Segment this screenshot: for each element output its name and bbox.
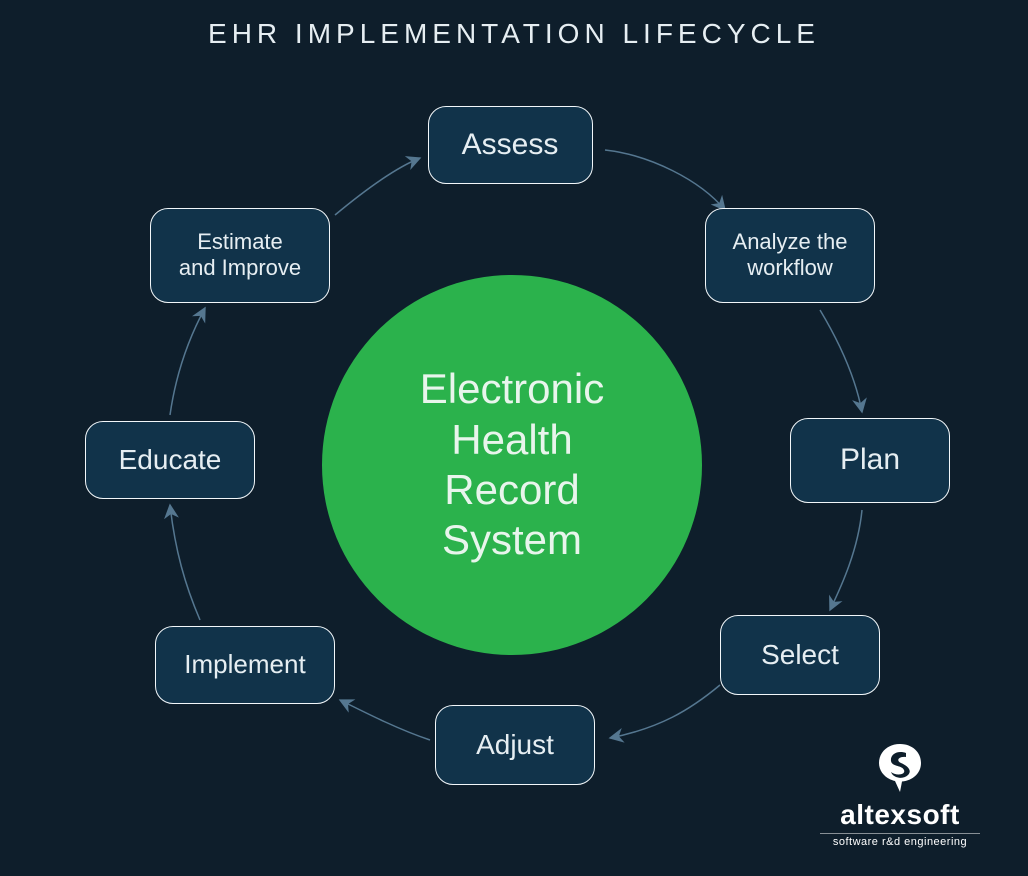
arrow-assess-analyze: [605, 150, 725, 210]
diagram-stage: EHR IMPLEMENTATION LIFECYCLE Electronic …: [0, 0, 1028, 876]
node-estimate: Estimate and Improve: [150, 208, 330, 303]
brand-logo: altexsoft software r&d engineering: [820, 742, 980, 848]
node-adjust: Adjust: [435, 705, 595, 785]
arrow-adjust-implement: [340, 700, 430, 740]
node-plan: Plan: [790, 418, 950, 503]
logo-name: altexsoft: [820, 799, 980, 831]
logo-bubble-icon: [876, 742, 924, 794]
node-educate: Educate: [85, 421, 255, 499]
node-implement: Implement: [155, 626, 335, 704]
arrow-educate-estimate: [170, 308, 205, 415]
node-analyze: Analyze the workflow: [705, 208, 875, 303]
page-title: EHR IMPLEMENTATION LIFECYCLE: [0, 18, 1028, 50]
center-text: Electronic Health Record System: [420, 364, 604, 566]
arrow-implement-educate: [170, 505, 200, 620]
logo-tagline: software r&d engineering: [820, 833, 980, 848]
center-circle: Electronic Health Record System: [322, 275, 702, 655]
arrow-select-adjust: [610, 685, 720, 738]
node-select: Select: [720, 615, 880, 695]
arrow-plan-select: [830, 510, 862, 610]
arrow-analyze-plan: [820, 310, 862, 412]
node-assess: Assess: [428, 106, 593, 184]
arrow-estimate-assess: [335, 158, 420, 215]
